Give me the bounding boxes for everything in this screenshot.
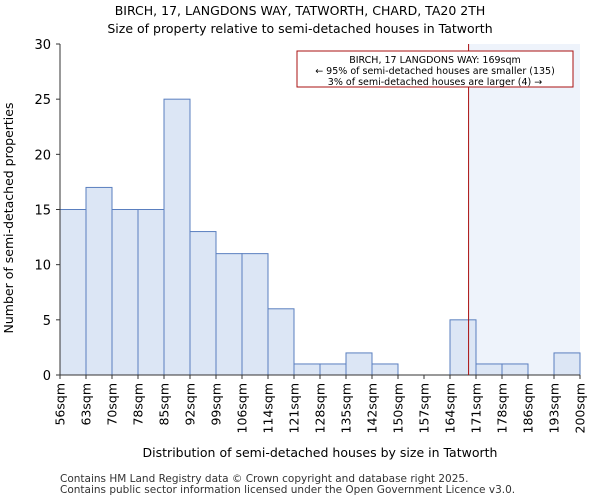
x-tick-label: 99sqm: [209, 383, 224, 426]
y-tick-label: 10: [34, 259, 51, 274]
chart-subtitle: Size of property relative to semi-detach…: [107, 21, 493, 36]
x-tick-label: 78sqm: [131, 383, 146, 426]
x-tick-label: 121sqm: [287, 383, 302, 433]
x-tick-label: 85sqm: [157, 383, 172, 426]
footer-licence: Contains public sector information licen…: [60, 484, 516, 496]
x-tick-label: 92sqm: [183, 383, 198, 426]
histogram-bar: [475, 363, 503, 376]
x-tick-label: 171sqm: [469, 383, 484, 433]
x-tick-label: 178sqm: [495, 383, 510, 433]
x-tick-label: 186sqm: [521, 383, 536, 433]
histogram-bar: [449, 319, 477, 376]
histogram-bar: [241, 253, 269, 376]
histogram-bar: [293, 363, 321, 376]
x-tick-label: 200sqm: [573, 383, 588, 433]
x-tick-label: 106sqm: [235, 383, 250, 433]
y-tick-label: 15: [34, 204, 51, 219]
annotation-line: 3% of semi-detached houses are larger (4…: [328, 77, 542, 88]
annotation-box: [296, 50, 574, 88]
x-tick-label: 63sqm: [79, 383, 94, 426]
histogram-bar: [267, 308, 295, 376]
x-tick-label: 135sqm: [339, 383, 354, 433]
x-tick-label: 142sqm: [365, 383, 380, 433]
histogram-bar: [59, 209, 87, 376]
larger-region-highlight: [468, 44, 580, 375]
x-tick-label: 114sqm: [261, 383, 276, 433]
y-tick-label: 30: [34, 38, 51, 53]
histogram-bar: [189, 231, 217, 376]
histogram-bar: [319, 363, 347, 376]
histogram-bar: [553, 352, 581, 376]
y-tick-label: 20: [34, 148, 51, 163]
x-tick-label: 164sqm: [443, 383, 458, 433]
histogram-bar: [85, 186, 113, 376]
y-tick-label: 5: [43, 314, 51, 329]
histogram-bar: [215, 253, 243, 376]
x-tick-label: 70sqm: [105, 383, 120, 426]
x-tick-label: 157sqm: [417, 383, 432, 433]
x-axis-label: Distribution of semi-detached houses by …: [143, 445, 498, 460]
x-tick-label: 193sqm: [547, 383, 562, 433]
histogram-bar: [371, 363, 399, 376]
histogram-bar: [345, 352, 373, 376]
histogram-bar: [501, 363, 529, 376]
x-tick-label: 150sqm: [391, 383, 406, 433]
histogram-bar: [163, 98, 191, 376]
histogram-bar: [137, 209, 165, 376]
histogram-bar: [111, 209, 139, 376]
x-tick-label: 56sqm: [53, 383, 68, 426]
footer-copyright: Contains HM Land Registry data © Crown c…: [60, 473, 469, 485]
y-axis-label: Number of semi-detached properties: [1, 103, 16, 334]
chart-title: BIRCH, 17, LANGDONS WAY, TATWORTH, CHARD…: [114, 3, 486, 18]
y-tick-label: 25: [34, 93, 51, 108]
y-tick-label: 0: [43, 369, 51, 384]
x-tick-label: 128sqm: [313, 383, 328, 433]
annotation-line: BIRCH, 17 LANGDONS WAY: 169sqm: [349, 55, 521, 66]
annotation-line: ← 95% of semi-detached houses are smalle…: [315, 66, 555, 77]
